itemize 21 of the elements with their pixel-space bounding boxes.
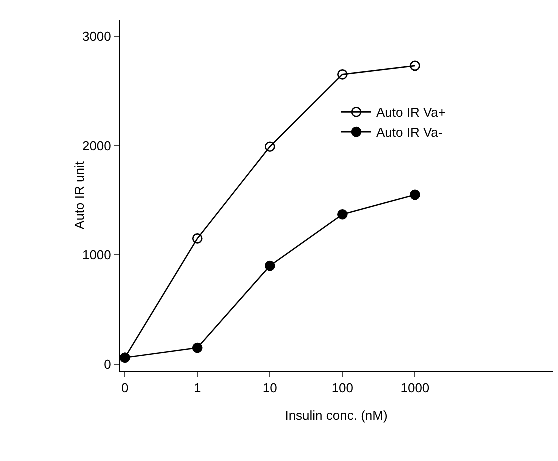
- x-tick-label: 1000: [400, 380, 430, 396]
- y-axis-title: Auto IR unit: [72, 161, 87, 230]
- x-tick-label: 100: [332, 380, 354, 396]
- legend-label: Auto IR Va+: [376, 105, 446, 120]
- point: [192, 342, 203, 354]
- point: [264, 260, 276, 272]
- y-tick-label: 1000: [82, 248, 112, 263]
- point: [410, 60, 420, 72]
- x-axis-title: Insulin conc. (nM): [285, 408, 388, 423]
- point: [410, 190, 420, 200]
- point: [192, 234, 203, 244]
- point: [338, 70, 348, 80]
- y-tick-label: 2000: [82, 138, 112, 154]
- point: [338, 209, 348, 220]
- x-tick-label: 10: [262, 380, 278, 396]
- point: [264, 142, 276, 152]
- y-tick-label: 3000: [82, 28, 112, 44]
- x-tick-label: 0: [121, 380, 129, 396]
- y-tick-label: 0: [104, 356, 112, 372]
- x-tick-label: 1: [194, 380, 202, 396]
- legend-label: Auto IR Va-: [376, 125, 443, 140]
